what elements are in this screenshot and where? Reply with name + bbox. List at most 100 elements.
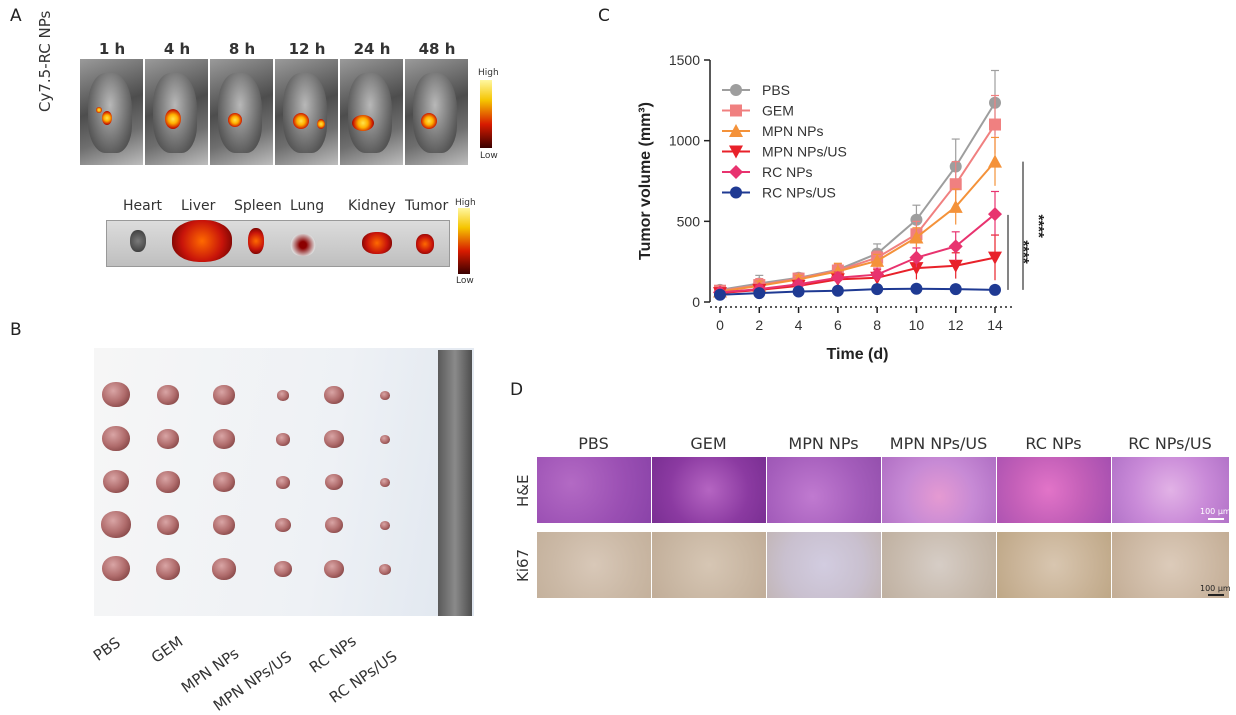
data-point	[730, 84, 742, 96]
panel-b-letter: B	[10, 320, 22, 340]
group-label: PBS	[90, 633, 124, 665]
series-line	[719, 160, 996, 293]
x-tick-label: 2	[755, 317, 763, 333]
data-point	[948, 199, 963, 213]
excised-tumor	[325, 517, 343, 534]
organ-label: Tumor	[405, 198, 449, 214]
mouse-image	[145, 59, 208, 165]
lung-organ	[290, 234, 316, 256]
data-point	[792, 285, 805, 298]
legend-label: PBS	[762, 82, 790, 98]
legend-label: MPN NPs	[762, 123, 823, 139]
panel-a-letter: A	[10, 6, 22, 26]
organ-label: Lung	[290, 198, 325, 214]
excised-tumor	[213, 472, 235, 492]
colorbar-high-label: High	[478, 68, 499, 78]
data-point	[988, 154, 1002, 168]
excised-tumor	[212, 558, 236, 580]
excised-tumor	[101, 511, 131, 538]
y-tick-label: 0	[692, 294, 700, 310]
excised-tumor	[380, 435, 390, 444]
data-point	[871, 283, 884, 296]
ki67-tile	[882, 532, 996, 598]
row-label-ki67: Ki67	[514, 548, 532, 582]
data-point	[948, 259, 963, 273]
imaging-side-label: Cy7.5-RC NPs	[36, 10, 54, 112]
legend-label: RC NPs	[762, 164, 813, 180]
mouse-image	[405, 59, 468, 165]
mouse-image	[80, 59, 143, 165]
he-tile	[997, 457, 1111, 523]
data-point	[989, 118, 1001, 131]
excised-tumor	[277, 390, 289, 401]
panel-c-letter: C	[598, 6, 610, 26]
excised-tumor	[325, 474, 343, 491]
excised-tumor	[380, 521, 390, 530]
organ-label: Heart	[123, 198, 162, 214]
x-tick-label: 6	[834, 317, 842, 333]
y-tick-label: 1000	[669, 133, 700, 149]
organ-colorbar	[458, 208, 470, 274]
histology-column-header: MPN NPs	[788, 434, 859, 453]
series-line	[719, 287, 996, 296]
excised-tumor	[276, 476, 290, 489]
excised-tumor	[102, 426, 130, 452]
data-point	[910, 213, 923, 226]
excised-tumor	[102, 382, 130, 408]
x-tick-label: 0	[716, 317, 724, 333]
timepoint-label: 8 h	[228, 40, 256, 58]
group-label: GEM	[148, 632, 187, 667]
ki67-tile	[652, 532, 766, 598]
data-point	[948, 239, 963, 254]
data-point	[909, 250, 924, 265]
tumor-volume-chart: 0 500 1000 1500 0 2 4 6 8 10 12 14 Time (d) Tumor vol…	[637, 52, 1047, 363]
data-point	[988, 251, 1002, 265]
ki67-tile	[1112, 532, 1229, 598]
ki67-tile	[767, 532, 881, 598]
organ-label: Kidney	[348, 198, 396, 214]
kidney-organ	[362, 232, 392, 254]
organ-label: Spleen	[234, 198, 282, 214]
x-tick-label: 4	[795, 317, 803, 333]
significance-label: ****	[1030, 214, 1047, 238]
histology-column-header: RC NPs	[1025, 434, 1082, 453]
series-line	[719, 213, 996, 294]
colorbar-low-label: Low	[480, 151, 498, 161]
excised-tumor	[157, 515, 179, 535]
excised-tumor	[380, 478, 390, 487]
excised-tumor	[276, 433, 290, 446]
data-point	[729, 124, 743, 137]
excised-tumor	[156, 558, 180, 580]
mouse-image	[210, 59, 273, 165]
organ-colorbar-high: High	[455, 198, 476, 208]
excised-tumor	[213, 385, 235, 405]
x-tick-label: 10	[909, 317, 925, 333]
data-point	[988, 207, 1002, 222]
ex-vivo-organ-image	[106, 220, 450, 267]
he-tile	[882, 457, 996, 523]
timepoint-label: 24 h	[353, 40, 391, 58]
excised-tumor	[157, 385, 179, 405]
histology-column-header: MPN NPs/US	[889, 434, 988, 453]
tumor-organ	[416, 234, 434, 254]
excised-tumor	[157, 429, 179, 449]
scalebar-ki67	[1208, 594, 1224, 596]
scalebar-label-ki67: 100 μm	[1200, 584, 1231, 593]
excised-tumor	[156, 471, 180, 493]
mouse-image	[275, 59, 338, 165]
heart-organ	[130, 230, 146, 252]
organ-colorbar-low: Low	[456, 276, 474, 286]
excised-tumor	[275, 518, 291, 533]
significance-label: ****	[1015, 240, 1032, 264]
y-axis-label: Tumor volume (mm³)	[637, 102, 654, 260]
excised-tumor	[102, 556, 130, 582]
data-point	[729, 145, 743, 159]
x-tick-label: 14	[987, 317, 1003, 333]
excised-tumor	[324, 430, 344, 448]
row-label-he: H&E	[514, 474, 532, 507]
x-tick-label: 12	[948, 317, 964, 333]
series-line	[719, 102, 996, 291]
data-point	[730, 186, 742, 199]
he-tile	[1112, 457, 1229, 523]
data-point	[909, 262, 924, 276]
